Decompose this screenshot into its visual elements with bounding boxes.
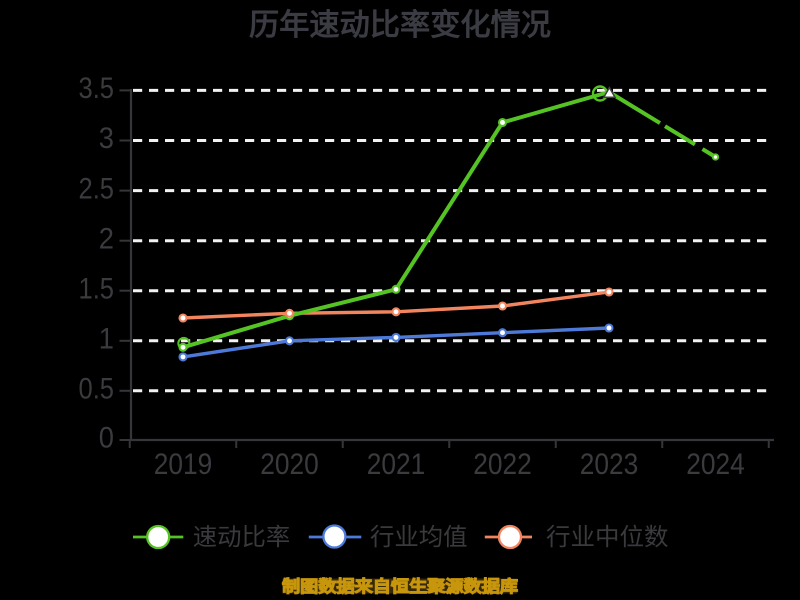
svg-text:2: 2 bbox=[99, 222, 114, 255]
svg-text:2019: 2019 bbox=[154, 448, 213, 481]
svg-text:制图数据来自恒生聚源数据库: 制图数据来自恒生聚源数据库 bbox=[282, 576, 519, 596]
svg-text:行业中位数: 行业中位数 bbox=[546, 524, 669, 551]
svg-text:历年速动比率变化情况: 历年速动比率变化情况 bbox=[249, 8, 551, 42]
svg-text:0.5: 0.5 bbox=[79, 373, 115, 406]
svg-text:1.5: 1.5 bbox=[79, 272, 115, 305]
svg-text:2022: 2022 bbox=[473, 448, 532, 481]
svg-text:2023: 2023 bbox=[580, 448, 639, 481]
svg-text:1: 1 bbox=[99, 323, 114, 356]
svg-text:0: 0 bbox=[99, 422, 114, 455]
svg-text:2021: 2021 bbox=[367, 448, 426, 481]
svg-text:3.5: 3.5 bbox=[79, 72, 115, 105]
svg-text:2024: 2024 bbox=[686, 448, 745, 481]
svg-text:2020: 2020 bbox=[260, 448, 319, 481]
svg-text:3: 3 bbox=[99, 122, 114, 155]
svg-text:2.5: 2.5 bbox=[79, 172, 115, 205]
svg-text:行业均值: 行业均值 bbox=[370, 524, 468, 551]
svg-text:速动比率: 速动比率 bbox=[193, 524, 290, 551]
